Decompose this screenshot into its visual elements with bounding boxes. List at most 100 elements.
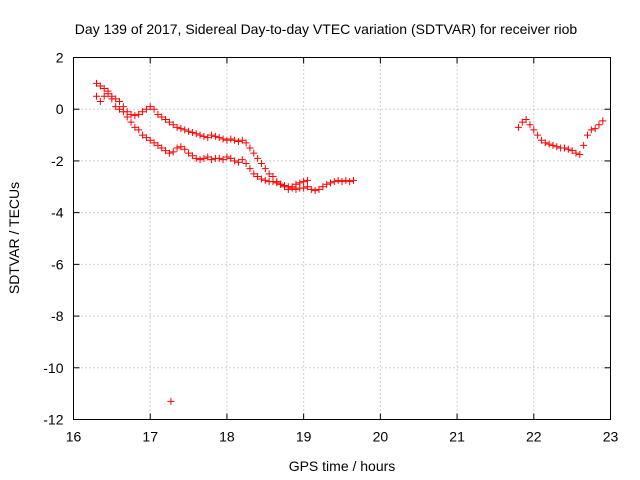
data-point (534, 131, 542, 139)
data-point (119, 108, 127, 116)
data-point (234, 138, 242, 146)
data-point (595, 121, 603, 129)
data-point (261, 165, 269, 173)
data-point (93, 79, 101, 87)
data-point (518, 118, 526, 126)
data-point (568, 147, 576, 155)
x-tick-labels: 16 17 18 19 20 21 22 23 (66, 429, 619, 445)
x-tick-label: 18 (219, 429, 235, 445)
data-point (238, 136, 246, 144)
grid-lines (73, 57, 611, 420)
data-point (231, 136, 239, 144)
y-tick-label: -10 (43, 360, 63, 376)
data-point (211, 132, 219, 140)
data-point (514, 123, 522, 131)
data-point (173, 144, 181, 152)
data-point (257, 160, 265, 168)
data-point (192, 154, 200, 162)
data-point (219, 156, 227, 164)
data-point (127, 110, 135, 118)
y-tick-labels: 2 0 -2 -4 -6 -8 -10 -12 (43, 50, 63, 428)
series-late-segment (514, 116, 607, 158)
data-point (541, 139, 549, 147)
data-point (165, 118, 173, 126)
data-point (254, 172, 262, 180)
data-point (150, 139, 158, 147)
data-point (265, 170, 273, 178)
data-point (257, 175, 265, 183)
data-point (549, 141, 557, 149)
data-point (242, 160, 250, 168)
data-point (177, 125, 185, 133)
data-point (185, 149, 193, 157)
data-point (93, 92, 101, 100)
data-point (537, 136, 545, 144)
data-point (116, 97, 124, 105)
data-point (242, 139, 250, 147)
data-point (169, 121, 177, 129)
x-tick-label: 20 (373, 429, 389, 445)
data-point (238, 156, 246, 164)
data-point (131, 123, 139, 131)
data-point (261, 176, 269, 184)
data-point (200, 154, 208, 162)
data-point (219, 135, 227, 143)
data-point (123, 113, 131, 121)
data-point (154, 141, 162, 149)
x-tick-label: 23 (603, 429, 619, 445)
data-point (96, 97, 104, 105)
data-point (572, 149, 580, 157)
data-point (150, 105, 158, 113)
x-tick-label: 17 (142, 429, 158, 445)
data-point (127, 118, 135, 126)
data-point (591, 125, 599, 133)
data-point (167, 397, 175, 405)
x-tick-label: 22 (526, 429, 542, 445)
data-point (196, 131, 204, 139)
data-point (131, 112, 139, 120)
data-point (254, 154, 262, 162)
data-point (250, 149, 258, 157)
data-point (181, 145, 189, 153)
data-point (223, 136, 231, 144)
y-axis-label: SDTVAR / TECUs (6, 182, 22, 294)
data-point (158, 113, 166, 121)
data-point (330, 178, 338, 186)
data-point (215, 154, 223, 162)
data-point (553, 143, 561, 151)
data-point (181, 126, 189, 134)
data-point (185, 127, 193, 135)
data-point (215, 134, 223, 142)
data-point (135, 126, 143, 134)
data-point (135, 110, 143, 118)
series-outlier (167, 397, 175, 405)
data-point (169, 148, 177, 156)
data-point (315, 185, 323, 193)
data-point (100, 92, 108, 100)
data-point (292, 185, 300, 193)
data-point (188, 152, 196, 160)
data-point (350, 176, 358, 184)
data-point (116, 105, 124, 113)
data-point (250, 170, 258, 178)
data-point (208, 156, 216, 164)
y-tick-label: -8 (51, 308, 64, 324)
data-point (530, 126, 538, 134)
data-point (273, 179, 281, 187)
data-point (234, 158, 242, 166)
data-point (204, 153, 212, 161)
data-point (545, 140, 553, 148)
data-point (177, 143, 185, 151)
data-point (204, 134, 212, 142)
data-point (522, 116, 530, 124)
data-point (599, 117, 607, 125)
plot-frame (73, 57, 611, 420)
x-tick-label: 21 (449, 429, 465, 445)
data-point (338, 178, 346, 186)
data-point (173, 123, 181, 131)
y-tick-label: 0 (56, 101, 64, 117)
data-point (100, 85, 108, 93)
y-tick-label: -12 (43, 412, 63, 428)
data-point (108, 95, 116, 103)
